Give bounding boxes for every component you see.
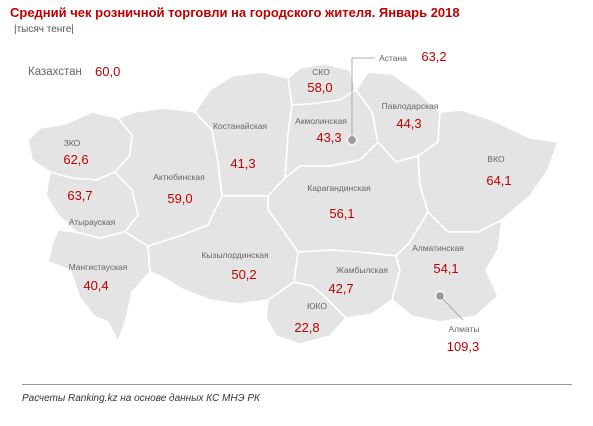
- region-value-sko: 58,0: [307, 80, 333, 95]
- region-almaty: [391, 211, 503, 323]
- city-value-almaty: 109,3: [446, 339, 480, 354]
- region-vko: [417, 109, 559, 233]
- map-title: Средний чек розничной торговли на городс…: [10, 5, 460, 20]
- region-mangistau: [47, 229, 151, 343]
- region-label-atyrau: Атырауская: [68, 217, 116, 227]
- region-value-zko: 62,6: [63, 152, 89, 167]
- region-value-mangistau: 40,4: [83, 278, 109, 293]
- region-yuko: [265, 281, 347, 345]
- unit-label: |тысяч тенге|: [14, 24, 74, 35]
- region-label-almaty: Алматинская: [412, 243, 464, 253]
- almaty-leader-line: [439, 295, 464, 321]
- region-label-sko: СКО: [312, 67, 330, 77]
- region-value-kostanay: 41,3: [230, 156, 256, 171]
- region-label-zko: ЗКО: [63, 138, 81, 148]
- region-label-zhambyl: Жамбылская: [336, 265, 388, 275]
- region-value-atyrau: 63,7: [67, 188, 93, 203]
- region-label-pavlodar: Павлодарская: [381, 101, 439, 111]
- region-label-mangistau: Мангистауская: [68, 262, 128, 272]
- national-label: Казахстан: [28, 66, 82, 78]
- region-label-karaganda: Карагандинская: [307, 183, 371, 193]
- region-value-karaganda: 56,1: [329, 206, 355, 221]
- city-value-astana: 63,2: [421, 49, 447, 64]
- region-label-yuko: ЮКО: [306, 301, 328, 311]
- city-label-almaty: Алматы: [448, 324, 480, 334]
- region-value-vko: 64,1: [486, 173, 512, 188]
- region-label-akmola: Акмолинская: [295, 116, 347, 126]
- source-note: Расчеты Ranking.kz на основе данных КС М…: [22, 393, 260, 404]
- region-value-pavlodar: 44,3: [396, 116, 422, 131]
- region-label-kostanay: Костанайская: [212, 121, 268, 131]
- region-label-kyzylorda: Кызылординская: [201, 250, 269, 260]
- region-label-aktobe: Актюбинская: [153, 172, 205, 182]
- region-value-zhambyl: 42,7: [328, 281, 354, 296]
- national-value: 60,0: [95, 64, 121, 79]
- footer-divider: [22, 384, 572, 385]
- region-value-almaty: 54,1: [433, 261, 459, 276]
- city-label-astana: Астана: [379, 53, 407, 63]
- region-value-aktobe: 59,0: [167, 191, 193, 206]
- region-label-vko: ВКО: [487, 154, 505, 164]
- region-value-kyzylorda: 50,2: [231, 267, 257, 282]
- region-value-yuko: 22,8: [294, 320, 320, 335]
- region-value-akmola: 43,3: [316, 130, 342, 145]
